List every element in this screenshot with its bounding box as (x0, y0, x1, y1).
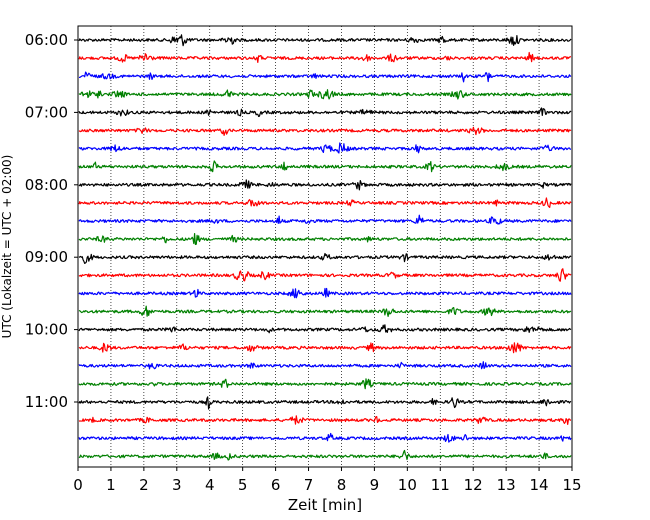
seismic-trace (78, 197, 572, 208)
x-tick-label: 11 (431, 476, 450, 494)
seismic-trace (78, 449, 572, 461)
seismic-trace (78, 126, 572, 136)
seismic-trace (78, 160, 572, 173)
seismic-trace (78, 396, 572, 410)
x-tick-label: 7 (304, 476, 314, 494)
seismic-trace (78, 71, 572, 83)
seismic-trace (78, 51, 572, 64)
x-axis-label: Zeit [min] (288, 496, 362, 514)
plot-frame (77, 25, 573, 468)
seismic-traces (78, 34, 572, 461)
x-tick-label: 4 (205, 476, 215, 494)
seismic-trace (78, 214, 572, 225)
x-tick-label: 2 (139, 476, 149, 494)
y-tick-label: 07:00 (25, 103, 68, 121)
seismic-trace (78, 34, 572, 47)
y-tick-label: 11:00 (25, 393, 68, 411)
seismic-trace (78, 233, 572, 246)
x-tick-label: 9 (370, 476, 380, 494)
seismic-trace (78, 342, 572, 354)
seismic-trace (78, 305, 572, 317)
seismic-trace (78, 287, 572, 299)
seismic-trace (78, 179, 572, 191)
seismic-trace (78, 415, 572, 426)
seismic-trace (78, 378, 572, 390)
x-tick-label: 15 (562, 476, 581, 494)
y-tick-label: 06:00 (25, 31, 68, 49)
y-tick-label: 08:00 (25, 176, 68, 194)
seismic-trace (78, 107, 572, 118)
seismic-trace (78, 361, 572, 370)
seismic-trace (78, 268, 572, 282)
seismic-trace (78, 252, 572, 265)
y-tick-label: 09:00 (25, 248, 68, 266)
x-tick-label: 6 (271, 476, 281, 494)
x-tick-label: 8 (337, 476, 347, 494)
x-tick-label: 0 (73, 476, 83, 494)
seismic-trace (78, 142, 572, 154)
x-tick-label: 13 (497, 476, 516, 494)
x-tick-label: 5 (238, 476, 248, 494)
seismic-trace (78, 89, 572, 100)
x-tick-label: 1 (106, 476, 116, 494)
seismic-trace (78, 432, 572, 443)
y-axis-label: UTC (Lokalzeit = UTC + 02:00) (0, 155, 14, 339)
seismic-trace (78, 324, 572, 334)
x-tick-label: 3 (172, 476, 182, 494)
x-tick-label: 12 (464, 476, 483, 494)
x-tick-label: 10 (398, 476, 417, 494)
x-axis-ticks: 0 1 2 3 4 5 6 7 8 9 10 11 12 13 14 15 (73, 467, 582, 494)
x-tick-label: 14 (530, 476, 549, 494)
y-tick-label: 10:00 (25, 321, 68, 339)
y-axis-ticks: 06:00 07:00 08:00 09:00 10:00 11:00 (25, 31, 78, 411)
